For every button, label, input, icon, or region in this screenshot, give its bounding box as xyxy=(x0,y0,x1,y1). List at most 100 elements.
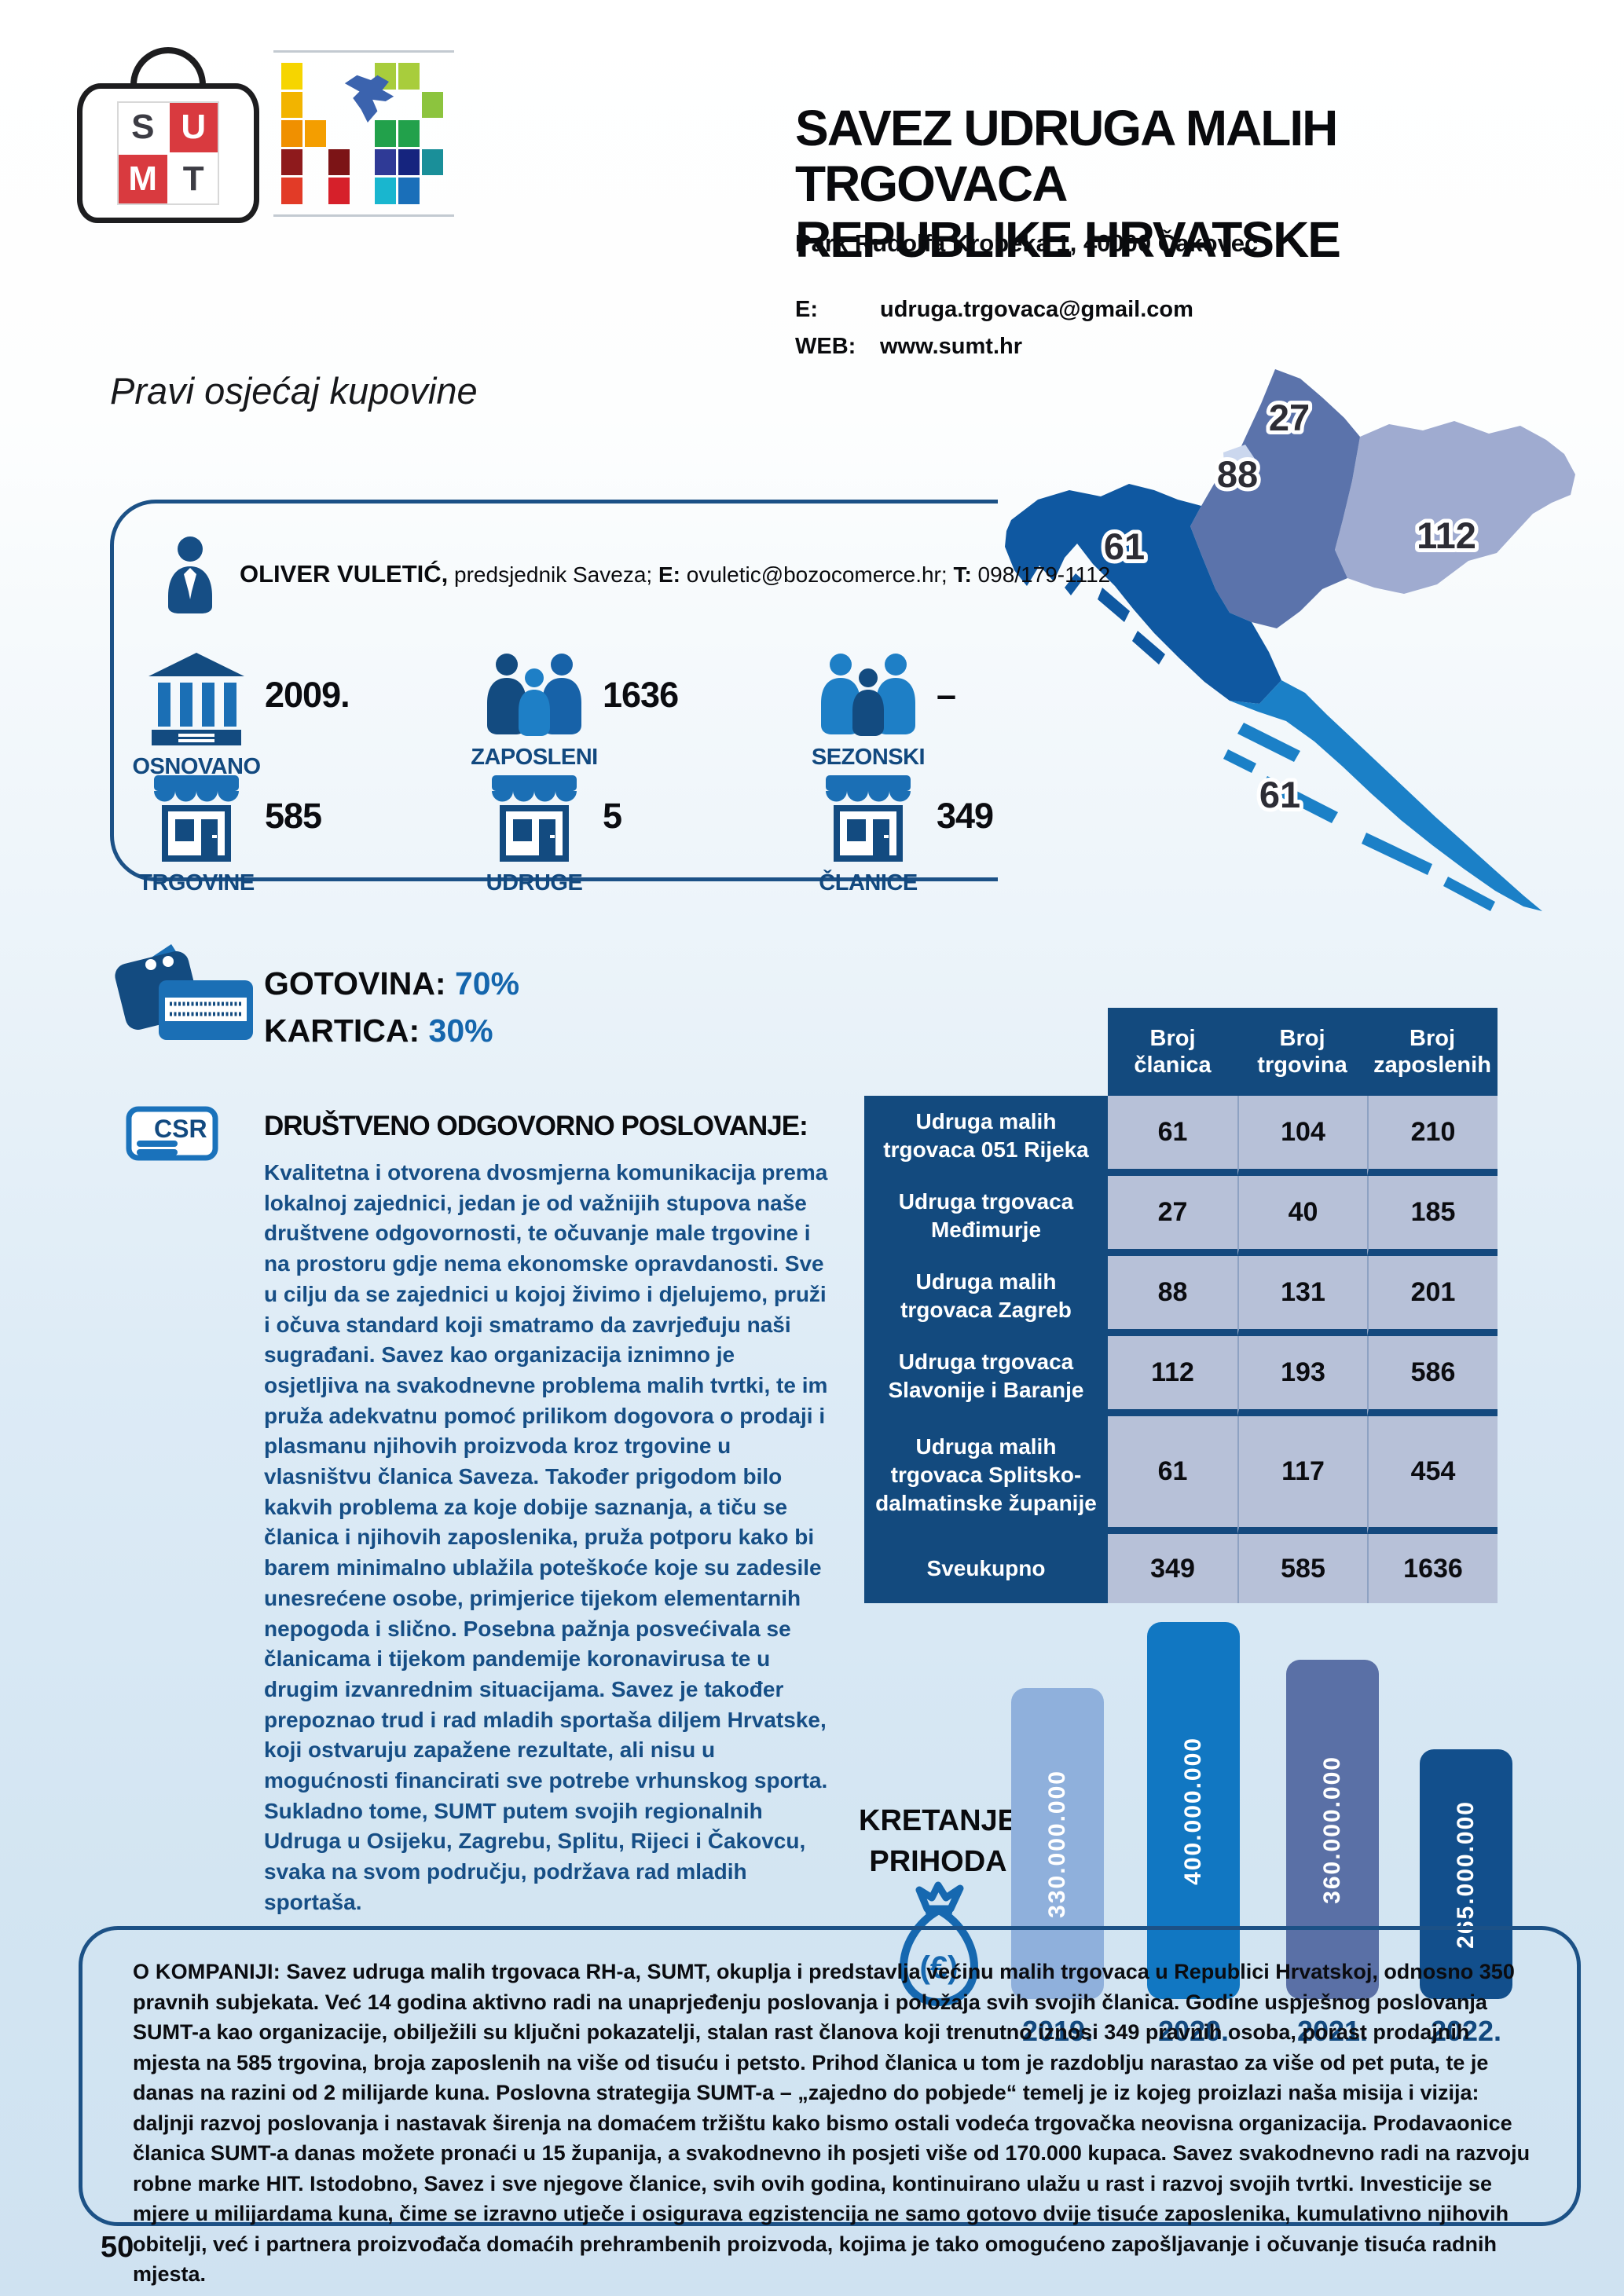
stat-value: – xyxy=(937,675,956,715)
divider xyxy=(273,214,454,217)
stat-value: 585 xyxy=(265,796,322,836)
hit-pixel-empty xyxy=(352,149,373,176)
hit-pixel xyxy=(281,63,302,90)
revenue-bar-chart: 330.000.000 2019. 400.000.000 2020. 360.000.… xyxy=(1006,1617,1540,2047)
web-link[interactable]: www.sumt.hr xyxy=(880,334,1022,359)
table-row-label: Udruga trgovaca Međimurje xyxy=(864,1176,1108,1256)
sumt-letter-t: T xyxy=(169,154,218,203)
tagline: Pravi osjećaj kupovine xyxy=(110,370,478,412)
card-row: KARTICA: 30% xyxy=(264,1007,519,1054)
table-corner-spacer xyxy=(864,1008,1108,1096)
table-cell: 61 xyxy=(1108,1416,1237,1534)
president-name: OLIVER VULETIĆ, xyxy=(240,560,449,588)
sumt-letter-m: M xyxy=(119,154,167,203)
about-company-box: O KOMPANIJI: Savez udruga malih trgovaca… xyxy=(79,1926,1581,2286)
hit-pixel xyxy=(281,91,302,119)
table-cell: 454 xyxy=(1367,1416,1498,1534)
table-row-label: Udruga malih trgovaca 051 Rijeka xyxy=(864,1096,1108,1176)
table-cell: 349 xyxy=(1108,1534,1237,1603)
title-line1: SAVEZ UDRUGA MALIH TRGOVACA xyxy=(795,100,1338,212)
hit-pixel xyxy=(398,120,420,147)
email-label: E: xyxy=(795,297,818,322)
table-cell: 586 xyxy=(1367,1336,1498,1416)
hit-pixel xyxy=(281,120,302,147)
croatia-silhouette-icon xyxy=(344,75,394,123)
divider xyxy=(273,50,454,53)
hit-pixel-empty xyxy=(305,92,326,119)
stat-label: UDRUGE xyxy=(486,870,583,895)
cash-value: 70% xyxy=(455,965,520,1002)
table-cell: 88 xyxy=(1108,1256,1237,1336)
hit-pixel xyxy=(281,148,302,176)
company-info-card: OLIVER VULETIĆ, predsjednik Saveza; E: o… xyxy=(110,500,1110,895)
croatia-regions-map: 27 88 112 61 61 xyxy=(1005,369,1575,911)
president-row: OLIVER VULETIĆ, predsjednik Saveza; E: o… xyxy=(163,533,1110,615)
euro-symbol: (€) xyxy=(920,1950,959,1985)
stat-value: 5 xyxy=(603,796,622,836)
hit-pixel-empty xyxy=(305,149,326,176)
cash-row: GOTOVINA: 70% xyxy=(264,960,519,1007)
stat-label: ZAPOSLENI xyxy=(471,745,598,770)
csr-card-icon: CSR xyxy=(126,1106,218,1161)
map-island xyxy=(1223,749,1256,773)
company-address: Park Rudolfa Kropeka 1, 40000 Čakovec xyxy=(795,229,1259,257)
president-phone-label: T: xyxy=(953,562,972,587)
web-row: WEB: www.sumt.hr xyxy=(795,334,1193,360)
sumt-letter-s: S xyxy=(119,103,167,152)
email-link[interactable]: udruga.trgovaca@gmail.com xyxy=(880,297,1193,322)
bar-value-label: 400.000.000 xyxy=(1180,1736,1206,1885)
map-count-label: 112 xyxy=(1417,514,1476,556)
bar-year-label: 2020. xyxy=(1157,2015,1230,2047)
card-value: 30% xyxy=(428,1013,493,1049)
map-count-label: 27 xyxy=(1269,397,1310,438)
people-alt-icon xyxy=(819,653,917,740)
csr-icon-text: CSR xyxy=(154,1115,207,1143)
table-header: Broj trgovina xyxy=(1237,1008,1367,1096)
hit-pixel xyxy=(304,120,326,147)
table-cell: 131 xyxy=(1237,1256,1367,1336)
about-company-text: O KOMPANIJI: Savez udruga malih trgovaca… xyxy=(133,1957,1539,2290)
table-cell: 112 xyxy=(1108,1336,1237,1416)
table-cell: 585 xyxy=(1237,1534,1367,1603)
store-icon xyxy=(149,774,244,866)
people-icon xyxy=(486,653,583,740)
title-line2: REPUBLIKE HRVATSKE xyxy=(795,211,1341,268)
hit-pixel xyxy=(375,178,397,204)
bank-icon xyxy=(148,653,244,749)
bar-year-label: 2022. xyxy=(1430,2015,1502,2047)
store-icon xyxy=(821,774,915,866)
wallet-card-icon xyxy=(115,944,253,1040)
president-role: predsjednik Saveza; xyxy=(454,562,653,587)
web-label: WEB: xyxy=(795,334,856,359)
table-cell: 104 xyxy=(1237,1096,1367,1176)
revenue-bar-2021: 360.000.000 xyxy=(1286,1660,1379,1999)
stat-trgovine: TRGOVINE 585 xyxy=(137,774,322,896)
map-region-northwest xyxy=(1190,369,1360,628)
bar-value-label: 330.000.000 xyxy=(1044,1769,1070,1918)
table-cell: 117 xyxy=(1237,1416,1367,1534)
about-label: O KOMPANIJI: xyxy=(133,1960,280,1983)
president-email[interactable]: ovuletic@bozocomerce.hr; xyxy=(686,562,948,587)
store-icon xyxy=(487,774,581,866)
map-island xyxy=(1132,631,1165,665)
stat-osnovano: OSNOVANO 2009. xyxy=(132,653,350,780)
stat-sezonski: SEZONSKI – xyxy=(809,653,956,771)
chart-title: KRETANJE PRIHODA xyxy=(845,1800,1031,1882)
about-body: Savez udruga malih trgovaca RH-a, SUMT, … xyxy=(133,1960,1531,2286)
hit-pixel xyxy=(398,63,420,90)
stat-label: SEZONSKI xyxy=(811,745,926,770)
header-contacts: E: udruga.trgovaca@gmail.com WEB: www.su… xyxy=(795,297,1193,371)
csr-body-text: Kvalitetna i otvorena dvosmjerna komunik… xyxy=(264,1160,828,1914)
table-cell: 193 xyxy=(1237,1336,1367,1416)
chart-title-line1: KRETANJE xyxy=(859,1804,1017,1837)
hit-pixel xyxy=(281,178,302,204)
bar-value-label: 360.000.000 xyxy=(1319,1755,1345,1904)
map-region-enclave xyxy=(1223,445,1258,485)
revenue-bar-2022: 265.000.000 xyxy=(1420,1749,1512,1999)
table-cell: 61 xyxy=(1108,1096,1237,1176)
payment-split: GOTOVINA: 70% KARTICA: 30% xyxy=(264,960,519,1054)
